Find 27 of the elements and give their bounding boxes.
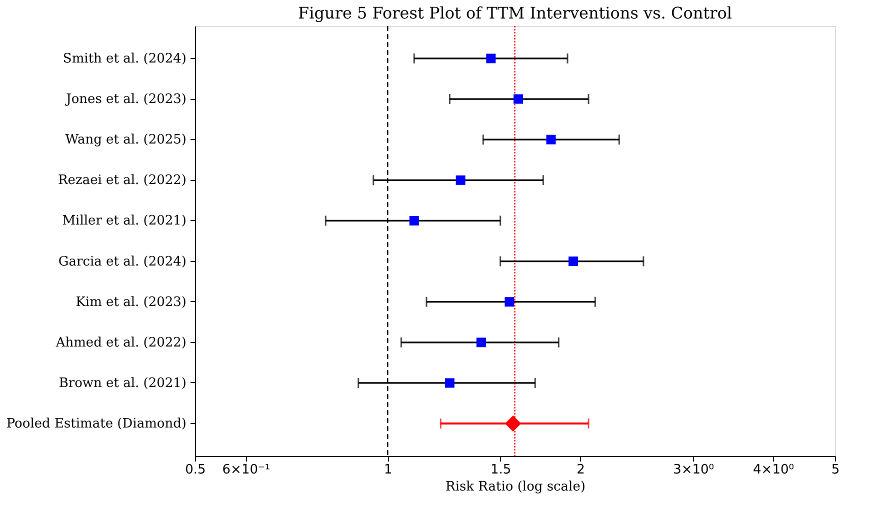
point	[514, 94, 524, 104]
y-tick-label: Kim et al. (2023)	[76, 294, 186, 310]
point	[476, 338, 486, 348]
point	[504, 415, 522, 432]
y-tick-label: Smith et al. (2024)	[62, 51, 186, 66]
x-tick-label: 2	[576, 462, 585, 478]
x-axis-title: Risk Ratio (log scale)	[446, 480, 586, 494]
x-tick-label: 4×10⁰	[753, 462, 794, 478]
y-tick-label: Miller et al. (2021)	[62, 214, 186, 229]
point	[486, 54, 496, 64]
y-tick-label: Pooled Estimate (Diamond)	[6, 416, 186, 432]
point	[444, 378, 454, 388]
x-tick-label: 5	[831, 462, 840, 478]
x-tick-label: 3×10⁰	[673, 462, 714, 478]
y-tick-label: Brown et al. (2021)	[58, 376, 186, 391]
x-tick-label: 1.5	[490, 462, 512, 478]
y-tick-label: Ahmed et al. (2022)	[54, 335, 186, 350]
x-tick-label: 1	[384, 462, 392, 478]
x-tick-label: 6×10⁻¹	[222, 462, 270, 478]
y-tick-label: Garcia et al. (2024)	[58, 254, 186, 270]
y-tick-label: Wang et al. (2025)	[65, 132, 186, 148]
x-tick-label: 0.5	[185, 462, 206, 478]
y-tick-label: Rezaei et al. (2022)	[58, 173, 186, 188]
point	[456, 175, 466, 185]
y-tick-label: Jones et al. (2023)	[64, 92, 186, 108]
point	[504, 297, 514, 307]
chart-title: Figure 5 Forest Plot of TTM Interventions vs. Control	[298, 3, 732, 22]
